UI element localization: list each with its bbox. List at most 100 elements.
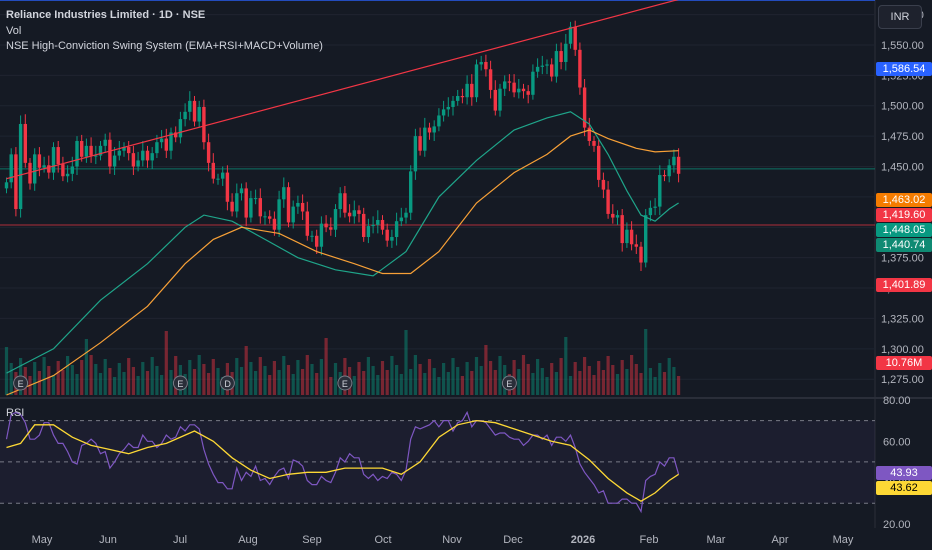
candle-body: [159, 138, 164, 143]
level-1401-tag: 1,401.89: [876, 278, 932, 292]
volume-bar: [390, 356, 394, 395]
candle-body: [23, 123, 27, 163]
volume-bar: [456, 367, 460, 395]
volume-bar: [587, 366, 591, 395]
candle-body: [239, 188, 244, 194]
candle-body: [65, 173, 70, 177]
candle-body: [456, 96, 460, 101]
volume-bar: [559, 358, 563, 395]
event-marker: [501, 375, 517, 391]
currency-button[interactable]: INR: [878, 5, 922, 29]
x-tick-label: May: [32, 534, 53, 546]
candle-body: [531, 71, 535, 95]
volume-bar: [352, 376, 356, 395]
candle-body: [526, 91, 530, 95]
volume-bar: [357, 362, 361, 395]
volume-bar: [460, 376, 464, 395]
volume-bar: [517, 369, 521, 395]
volume-bar: [634, 364, 638, 395]
event-marker-label: E: [342, 379, 348, 389]
x-tick-label: 2026: [571, 534, 595, 546]
volume-bar: [207, 373, 211, 395]
price-tick-label: 1,275.00: [881, 374, 924, 386]
candle-body: [371, 224, 375, 227]
candle-body: [601, 179, 606, 190]
candle-body: [644, 215, 648, 263]
volume-bar: [597, 361, 601, 395]
volume-bar: [658, 363, 662, 395]
candle-body: [639, 246, 643, 263]
candle-body: [399, 217, 403, 222]
candle-body: [244, 188, 248, 218]
x-tick-label: Jul: [173, 534, 187, 546]
volume-bar: [446, 372, 450, 395]
candle-body: [559, 51, 563, 62]
volume-bar: [272, 361, 276, 395]
rsi-line: [5, 410, 680, 514]
volume-bar: [94, 364, 98, 395]
candle-body: [122, 147, 126, 151]
volume-bar: [258, 357, 262, 395]
volume-bar: [470, 371, 474, 395]
candle-body: [117, 150, 121, 156]
candle-body: [512, 82, 516, 93]
volume-legend: Vol: [6, 25, 22, 37]
candle-body: [620, 215, 624, 244]
volume-bar: [630, 355, 634, 395]
volume-bar: [578, 371, 582, 395]
candle-body: [423, 127, 427, 151]
candle-body: [197, 106, 201, 122]
candle-body: [47, 165, 51, 173]
candle-body: [343, 193, 347, 213]
candle-body: [155, 142, 159, 154]
x-tick-label: Jun: [99, 534, 117, 546]
volume-bar: [667, 358, 671, 395]
candle-body: [249, 198, 253, 218]
volume-bar: [56, 361, 60, 395]
x-tick-label: Oct: [374, 534, 391, 546]
candle-body: [145, 150, 150, 161]
volume-bar: [611, 365, 615, 395]
candle-body: [315, 235, 319, 247]
volume-bar: [9, 363, 13, 395]
volume-bar: [174, 356, 178, 395]
volume-bar: [70, 365, 74, 395]
volume-bar: [592, 375, 596, 395]
volume-bar: [310, 364, 314, 395]
price-tick-label: 1,300.00: [881, 344, 924, 356]
candle-body: [80, 140, 84, 157]
x-tick-label: Dec: [503, 534, 523, 546]
volume-bar: [301, 369, 305, 395]
price-tick-label: 1,375.00: [881, 253, 924, 265]
candle-body: [437, 115, 441, 127]
ema-orange-tag: 1,463.02: [876, 193, 932, 207]
volume-bar: [489, 361, 493, 395]
candle-body: [258, 198, 262, 217]
candle-body: [564, 43, 568, 62]
volume-bar: [80, 360, 84, 395]
volume-bar: [249, 362, 253, 395]
ema-fast-line: [6, 111, 679, 374]
volume-bar: [573, 362, 577, 395]
candle-body: [338, 193, 342, 210]
ema-slow-line: [6, 129, 679, 396]
x-tick-label: May: [833, 534, 854, 546]
candle-body: [615, 215, 620, 218]
candle-body: [578, 49, 582, 88]
candle-body: [357, 210, 361, 214]
candle-body: [282, 187, 286, 200]
volume-bar: [380, 361, 385, 395]
volume-bar: [653, 377, 657, 395]
volume-bar: [409, 369, 413, 395]
candle-body: [380, 219, 385, 230]
volume-bar: [395, 365, 399, 395]
volume-bar: [376, 375, 380, 395]
candle-body: [446, 106, 450, 110]
candle-body: [84, 145, 89, 157]
rsi-ma-line: [6, 419, 679, 502]
candle-body: [4, 182, 9, 189]
volume-tag: 10.76M: [876, 356, 932, 370]
candle-body: [606, 189, 610, 214]
candle-body: [89, 145, 93, 156]
